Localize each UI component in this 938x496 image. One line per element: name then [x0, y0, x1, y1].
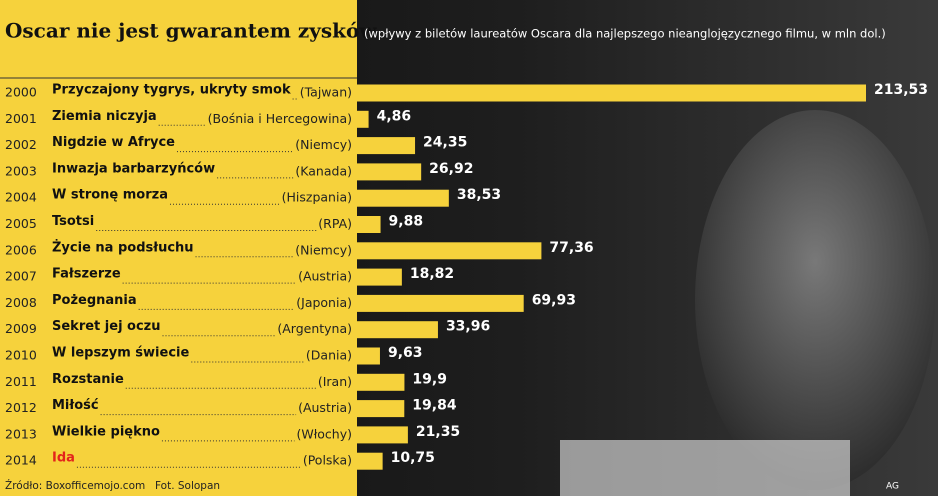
- year-label: 2007: [5, 269, 37, 284]
- film-label: Pożegnania: [52, 293, 137, 308]
- year-label: 2012: [5, 400, 37, 415]
- bar: [357, 400, 405, 418]
- value-label: 9,88: [389, 214, 424, 230]
- bar: [357, 373, 405, 391]
- year-label: 2010: [5, 348, 37, 363]
- film-label: Tsotsi: [52, 214, 94, 229]
- bar: [357, 163, 422, 181]
- value-label: 33,96: [446, 319, 490, 335]
- photo-figure: [695, 110, 935, 490]
- country-label: (Austria): [298, 269, 352, 284]
- film-label: Inwazja barbarzyńców: [52, 161, 215, 176]
- value-label: 213,53: [874, 82, 928, 98]
- country-label: (Tajwan): [300, 85, 352, 100]
- value-label: 19,9: [412, 371, 447, 387]
- country-label: (Hiszpania): [282, 190, 352, 205]
- year-label: 2001: [5, 111, 37, 126]
- yellow-panel: [0, 0, 357, 496]
- country-label: (Argentyna): [277, 321, 352, 336]
- bar: [357, 321, 438, 339]
- film-label: Ziemia niczyja: [52, 109, 157, 124]
- film-label: Przyczajony tygrys, ukryty smok: [52, 83, 291, 98]
- bar: [357, 137, 416, 155]
- film-label: Sekret jej oczu: [52, 319, 161, 334]
- country-label: (Włochy): [296, 426, 352, 441]
- value-label: 4,86: [377, 108, 412, 124]
- bar: [357, 110, 369, 128]
- film-label: Nigdzie w Afryce: [52, 135, 175, 150]
- country-label: (Kanada): [295, 163, 352, 178]
- bar: [357, 347, 380, 365]
- country-label: (Niemcy): [295, 242, 352, 257]
- chart-subtitle: (wpływy z biletów laureatów Oscara dla n…: [364, 27, 886, 41]
- bar: [357, 84, 866, 102]
- year-label: 2011: [5, 374, 37, 389]
- year-label: 2008: [5, 295, 37, 310]
- value-label: 19,84: [412, 398, 457, 414]
- country-label: (Austria): [298, 400, 352, 415]
- film-label: Wielkie piękno: [52, 424, 160, 439]
- year-label: 2009: [5, 321, 37, 336]
- value-label: 21,35: [416, 424, 460, 440]
- chart-title: Oscar nie jest gwarantem zysków: [5, 19, 377, 43]
- country-label: (Iran): [318, 374, 352, 389]
- film-label: Ida: [52, 451, 75, 466]
- value-label: 69,93: [532, 292, 576, 308]
- film-label: W stronę morza: [52, 188, 168, 203]
- bar: [357, 452, 383, 470]
- value-label: 26,92: [429, 161, 473, 177]
- country-label: (Niemcy): [295, 137, 352, 152]
- film-label: Miłość: [52, 398, 99, 413]
- year-label: 2002: [5, 137, 37, 152]
- bar: [357, 189, 449, 207]
- value-label: 77,36: [549, 240, 593, 256]
- year-label: 2005: [5, 216, 37, 231]
- film-label: W lepszym świecie: [52, 346, 189, 361]
- country-label: (Japonia): [296, 295, 352, 310]
- year-label: 2006: [5, 242, 37, 257]
- year-label: 2014: [5, 453, 37, 468]
- bar: [357, 268, 402, 286]
- photo-table: [560, 440, 850, 496]
- year-label: 2003: [5, 163, 37, 178]
- bar: [357, 294, 524, 312]
- country-label: (Polska): [303, 453, 352, 468]
- bar: [357, 216, 381, 233]
- value-label: 9,63: [388, 345, 423, 361]
- signature: AG: [886, 482, 899, 492]
- value-label: 38,53: [457, 187, 501, 203]
- film-label: Rozstanie: [52, 372, 124, 387]
- country-label: (RPA): [318, 216, 352, 231]
- value-label: 24,35: [423, 135, 467, 151]
- year-label: 2000: [5, 85, 37, 100]
- film-label: Życie na podsłuchu: [52, 239, 194, 255]
- country-label: (Bośnia i Hercegowina): [208, 111, 352, 126]
- film-label: Fałszerze: [52, 267, 121, 282]
- value-label: 10,75: [391, 450, 435, 466]
- source: Źródło: Boxofficemojo.com: [5, 479, 145, 492]
- year-label: 2013: [5, 426, 37, 441]
- country-label: (Dania): [306, 348, 352, 363]
- bar: [357, 426, 408, 444]
- bar: [357, 242, 542, 260]
- photo-credit: Fot. Solopan: [155, 480, 220, 492]
- year-label: 2004: [5, 190, 37, 205]
- value-label: 18,82: [410, 266, 454, 282]
